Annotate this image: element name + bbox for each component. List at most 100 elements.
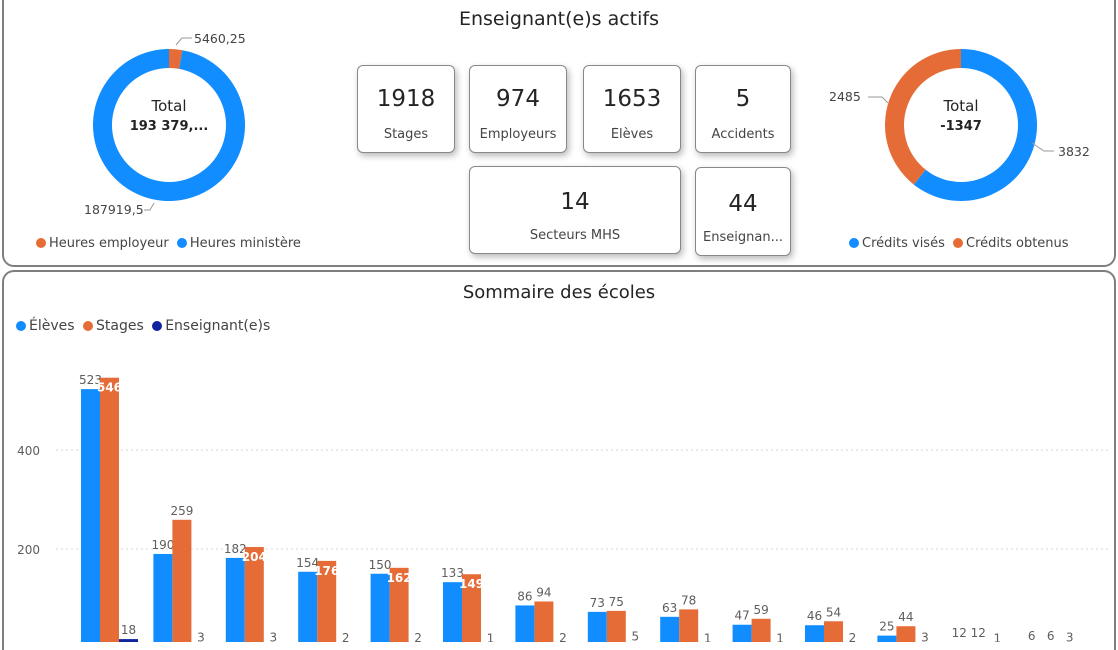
card-enseignants-label: Enseignan... — [703, 230, 783, 245]
legend-item-heures-ministere[interactable]: Heures ministère — [176, 236, 301, 251]
card-stages[interactable]: 1918 Stages — [357, 65, 455, 153]
data-label-1-4: 162 — [387, 571, 412, 585]
data-label-0-0: 523 — [79, 373, 102, 387]
legend-dot-icon — [849, 238, 859, 248]
data-label-1-9: 59 — [753, 603, 768, 617]
bar-1-1[interactable] — [172, 519, 192, 642]
card-enseignants[interactable]: 44 Enseignan... — [695, 167, 791, 256]
legend-item-eleves[interactable]: Élèves — [16, 318, 75, 334]
data-label-2-12: 1 — [993, 632, 1001, 642]
data-label-0-6: 86 — [517, 589, 532, 603]
credits-donut-right-label: 3832 — [1058, 144, 1090, 159]
school-summary-legend: Élèves Stages Enseignant(e)s — [16, 318, 274, 334]
data-label-1-0: 546 — [97, 381, 122, 395]
data-label-2-2: 3 — [269, 631, 277, 642]
bar-0-2[interactable] — [225, 557, 245, 642]
card-enseignants-value: 44 — [728, 191, 758, 217]
legend-label: Enseignant(e)s — [165, 318, 271, 334]
bar-0-1[interactable] — [153, 553, 173, 642]
bar-0-11[interactable] — [877, 635, 897, 642]
hours-donut-total-label: Total — [151, 97, 187, 115]
bar-1-6[interactable] — [534, 601, 554, 642]
data-label-2-11: 3 — [921, 631, 929, 642]
legend-label: Heures ministère — [189, 236, 301, 251]
credits-donut-legend: Crédits visés Crédits obtenus — [849, 236, 1073, 251]
bar-0-9[interactable] — [732, 624, 752, 642]
legend-dot-icon — [16, 321, 26, 331]
data-label-1-3: 176 — [314, 564, 339, 578]
card-secteurs-value: 14 — [560, 189, 590, 215]
school-summary-bar-chart[interactable]: 2004005235461819025931822043154176215016… — [4, 272, 1114, 642]
bar-0-4[interactable] — [370, 573, 390, 642]
data-label-2-7: 5 — [631, 630, 639, 642]
bar-1-2[interactable] — [244, 547, 264, 642]
data-label-2-5: 1 — [487, 632, 495, 642]
bar-0-10[interactable] — [805, 625, 824, 642]
data-label-2-0: 18 — [121, 623, 136, 637]
bar-0-3[interactable] — [298, 571, 318, 642]
credits-donut-total-label: Total — [943, 97, 979, 115]
data-label-2-8: 1 — [704, 632, 712, 642]
hours-donut-chart[interactable] — [84, 40, 254, 210]
legend-item-credits-vises[interactable]: Crédits visés — [849, 236, 945, 251]
legend-item-stages[interactable]: Stages — [83, 318, 144, 334]
data-label-0-7: 73 — [590, 596, 605, 610]
y-tick-label: 200 — [17, 543, 40, 557]
credits-donut-total-value: -1347 — [940, 119, 982, 134]
hours-donut-large-label: 187919,5 — [84, 202, 144, 217]
bar-1-11[interactable] — [896, 626, 916, 642]
bar-0-5[interactable] — [443, 582, 462, 642]
bar-1-3[interactable] — [317, 560, 337, 642]
hours-donut-slice-0[interactable] — [169, 49, 183, 69]
data-label-0-3: 154 — [296, 556, 319, 570]
legend-item-enseignants[interactable]: Enseignant(e)s — [152, 318, 270, 334]
data-label-0-12: 12 — [952, 626, 967, 640]
card-employeurs[interactable]: 974 Employeurs — [469, 65, 567, 153]
legend-dot-icon — [953, 238, 963, 248]
card-secteurs-label: Secteurs MHS — [529, 228, 621, 243]
card-eleves-value: 1653 — [602, 86, 662, 112]
bar-1-4[interactable] — [389, 567, 409, 642]
data-label-2-1: 3 — [197, 631, 205, 642]
credits-donut-chart[interactable] — [876, 40, 1046, 210]
legend-item-heures-employeur[interactable]: Heures employeur — [36, 236, 169, 251]
hours-donut-center: Total 193 379,... — [119, 97, 219, 134]
card-eleves-label: Élèves — [610, 127, 654, 142]
credits-donut-slice-1[interactable] — [885, 49, 961, 185]
legend-dot-icon — [36, 238, 46, 248]
data-label-2-3: 2 — [342, 631, 350, 642]
hours-donut-total-value: 193 379,... — [129, 119, 209, 134]
data-label-1-8: 78 — [681, 593, 696, 607]
legend-dot-icon — [176, 238, 187, 248]
bar-1-0[interactable] — [100, 377, 119, 642]
data-label-2-4: 2 — [414, 631, 422, 642]
data-label-2-10: 2 — [849, 631, 857, 642]
legend-item-credits-obtenus[interactable]: Crédits obtenus — [953, 236, 1069, 251]
school-summary-title: Sommaire des écoles — [462, 282, 656, 303]
bar-1-7[interactable] — [606, 610, 626, 642]
bar-0-0[interactable] — [81, 389, 100, 642]
bar-1-8[interactable] — [679, 609, 699, 642]
bar-1-10[interactable] — [824, 621, 843, 642]
kpi-panel: Enseignant(e)s actifs Total 193 379,... … — [2, 0, 1116, 267]
legend-label: Heures employeur — [49, 236, 169, 251]
legend-dot-icon — [152, 321, 163, 331]
legend-dot-icon — [83, 321, 93, 331]
bar-0-8[interactable] — [660, 616, 680, 642]
bar-0-7[interactable] — [587, 611, 607, 642]
data-label-0-8: 63 — [662, 601, 677, 615]
bar-1-5[interactable] — [462, 574, 481, 642]
card-eleves[interactable]: 1653 Élèves — [583, 65, 681, 153]
data-label-1-7: 75 — [609, 595, 624, 609]
data-label-2-6: 2 — [559, 631, 567, 642]
bar-1-9[interactable] — [751, 618, 771, 642]
hours-donut-small-label: 5460,25 — [194, 31, 246, 46]
credits-donut-slice-0[interactable] — [913, 49, 1037, 202]
y-tick-label: 400 — [17, 444, 40, 458]
bar-0-6[interactable] — [515, 605, 535, 642]
card-secteurs-mhs[interactable]: 14 Secteurs MHS — [469, 166, 681, 254]
card-accidents[interactable]: 5 Accidents — [695, 65, 791, 153]
card-stages-label: Stages — [383, 127, 429, 142]
data-label-0-1: 190 — [151, 538, 174, 552]
credits-donut-center: Total -1347 — [911, 97, 1011, 134]
